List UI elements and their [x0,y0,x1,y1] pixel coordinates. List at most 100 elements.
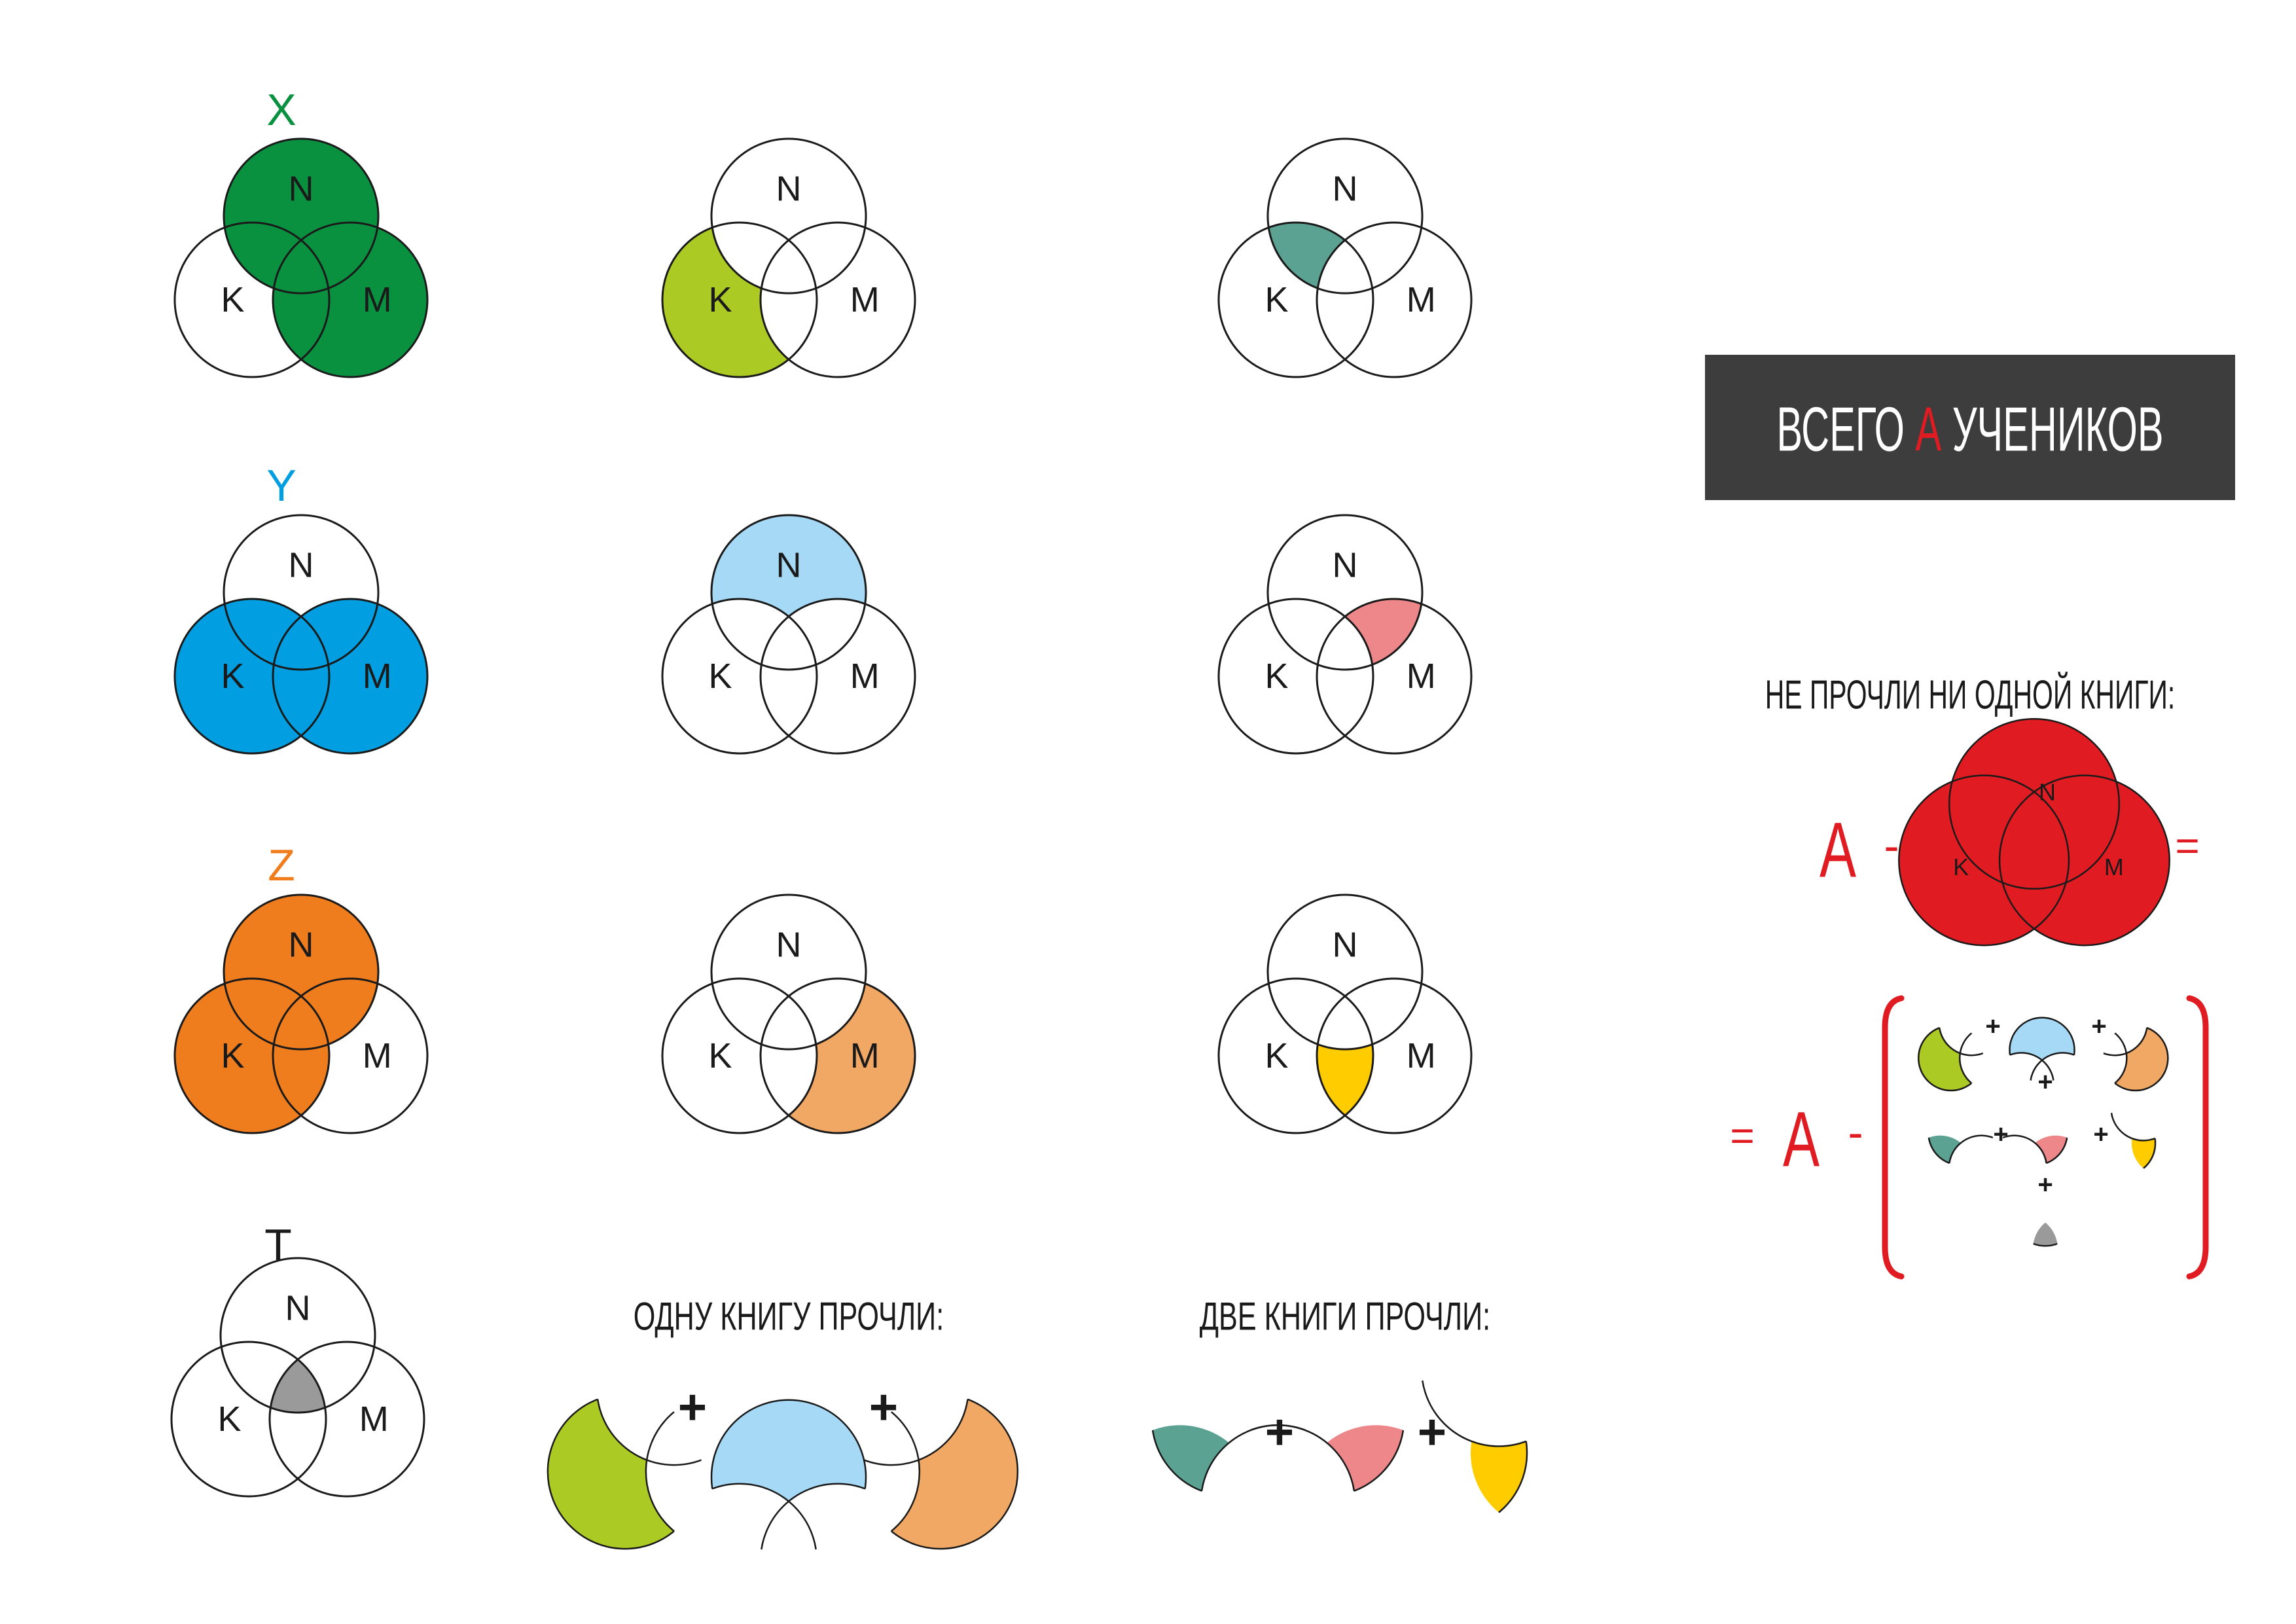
formula-piece-nkm-outline [2033,1214,2058,1247]
label-m: M [850,1036,880,1075]
formula-piece-only-m-edge [2103,1025,2149,1056]
formula-piece-nm-fill [2023,1135,2068,1166]
formula-minus-2: - [1848,1107,1863,1158]
venn-only-m-region [761,979,915,1133]
circle-k-outline [1217,221,1374,378]
formula-piece-only-k-edge [1938,1025,1984,1056]
banner-suffix: УЧЕНИКОВ [1941,394,2163,464]
formula-piece-only-n-fill [2009,1017,2075,1083]
formula-piece-only-n-outline [2009,1017,2075,1084]
formula-piece-nk [1928,1134,1994,1166]
caption-one-book: ОДНУ КНИГУ ПРОЧЛИ: [634,1295,944,1339]
formula-piece-only-m-outline [2102,1024,2169,1092]
formula-piece-km [2110,1111,2157,1176]
label-n: N [1333,170,1358,209]
formula-piece-only-k-edge [1958,1025,1984,1091]
venn-union-all: N K M [1898,717,2170,947]
formula-piece-only-k-fill [1918,1025,1984,1091]
banner-var: A [1915,394,1941,464]
circle-m-outline [759,221,916,378]
piece-only-k-outline [547,1393,704,1550]
label-n: N [289,170,314,209]
formula-var-a-2: A [1783,1095,1820,1183]
piece-km-outline [1471,1375,1528,1530]
title-z: Z [268,840,295,890]
label-k: K [1265,1036,1288,1075]
formula-plus-6: + [2037,1170,2053,1199]
circle-n-outline [1266,893,1424,1051]
formula-piece-km-fill [2131,1111,2156,1176]
label-m: M [1407,280,1436,319]
caption-two-books: ДВЕ КНИГИ ПРОЧЛИ: [1200,1295,1490,1339]
venn-z-union-nk: N K M [173,893,429,1134]
venn-nm-only: N K M [1217,514,1473,755]
piece-km-fill [1471,1375,1527,1530]
label-m: M [363,280,392,319]
formula-piece-nm-outline [2023,1135,2068,1166]
piece-only-m-outline [862,1393,1019,1550]
label-n: N [289,546,314,585]
piece-km [1420,1375,1528,1530]
formula-piece-only-m-edge [2103,1025,2128,1091]
formula-plus-1: + [1985,1012,2000,1041]
venn-only-n: N K M [661,514,916,755]
label-n: N [1333,546,1358,585]
formula-piece-nm-edge [2002,1134,2048,1166]
label-m: M [850,280,880,319]
label-k: K [217,1399,241,1439]
label-m: M [2104,854,2124,880]
formula-plus-5: + [2093,1120,2108,1149]
circle-k-outline [1217,598,1374,755]
venn-only-k: N K M [661,137,916,378]
circle-n-outline [710,514,867,671]
piece-only-k [547,1393,704,1550]
circle-m-outline [272,977,429,1134]
circle-k-outline [170,1341,327,1498]
formula-piece-only-n [2009,1017,2075,1084]
formula-equals-1: = [2175,822,2199,869]
circle-n-outline [223,137,380,295]
piece-only-m-fill [863,1394,1018,1549]
venn-km-only: N K M [1217,893,1473,1134]
piece-only-n-fill [711,1399,866,1555]
piece-nm-fill [1299,1425,1405,1496]
circle-m-outline [759,598,916,755]
label-k: K [1265,280,1288,319]
formula-piece-km-edge [2110,1111,2156,1142]
piece-only-m-edge [863,1394,921,1549]
venn-nk-only: N K M [1217,137,1473,378]
piece-km-edge [1420,1375,1527,1447]
venn-x-union-nm: N K M [173,137,429,378]
label-k: K [221,657,244,696]
label-k: K [708,1036,732,1075]
label-k: K [221,1036,244,1075]
label-m: M [1407,1036,1436,1075]
circle-k-outline [1217,977,1374,1134]
venn-nk-only-region [1268,223,1373,293]
circle-k-outline [173,598,331,755]
formula-var-a: A [1820,806,1856,893]
venn-only-k-region [662,223,817,377]
label-k: K [708,657,732,696]
circle-m-outline [1316,221,1473,378]
label-m: M [1407,657,1436,696]
formula-piece-nkm [2033,1214,2058,1247]
piece-nk-fill [1151,1425,1257,1496]
label-n: N [776,926,802,965]
circle-m-outline [268,1341,425,1498]
circle-k-outline [173,221,331,378]
circle-n-outline [223,893,380,1051]
venn-y-union-km: N K M [173,514,429,755]
venn-km-only-region [1317,979,1373,1133]
label-n: N [1333,926,1358,965]
banner-background [1705,355,2235,500]
piece-only-k-edge [645,1394,702,1549]
banner-prefix: ВСЕГО [1776,394,1915,464]
circle-k-outline [661,977,818,1134]
label-n: N [285,1289,311,1328]
label-k: K [1953,854,1969,880]
label-k: K [1265,657,1288,696]
label-n: N [2039,779,2056,806]
label-m: M [359,1399,389,1439]
